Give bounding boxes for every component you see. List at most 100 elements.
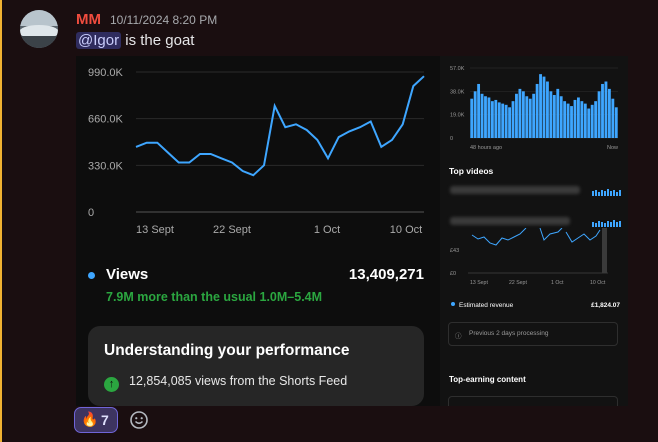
revenue-line xyxy=(539,228,601,243)
bar xyxy=(566,103,570,138)
bar xyxy=(525,96,529,138)
avatar[interactable] xyxy=(20,10,58,48)
x-tick-label: 1 Oct xyxy=(551,280,564,286)
message-highlight-bar xyxy=(0,0,2,442)
bar xyxy=(535,83,539,138)
fire-icon: 🔥 xyxy=(81,411,99,427)
bar xyxy=(607,88,611,138)
bar xyxy=(563,101,567,138)
revenue-label: Estimated revenue xyxy=(459,302,514,309)
y-tick-label: 330.0K xyxy=(88,160,124,172)
info-icon: ⓘ xyxy=(455,333,462,340)
bar xyxy=(508,107,511,138)
bar xyxy=(594,101,598,138)
x-tick-label: Now xyxy=(607,145,618,151)
bar xyxy=(614,107,618,138)
performance-title: Understanding your performance xyxy=(104,342,350,359)
bar xyxy=(490,101,494,138)
chart-scrollbar xyxy=(602,228,607,273)
bar xyxy=(542,76,546,138)
x-tick-label: 1 Oct xyxy=(314,224,340,236)
bar xyxy=(611,98,615,138)
message-timestamp: 10/11/2024 8:20 PM xyxy=(110,13,218,27)
blurred-video-title xyxy=(450,186,580,194)
x-tick-label: 13 Sept xyxy=(470,280,488,286)
y-tick-label: £0 xyxy=(450,271,456,277)
message-content: @Igor is the goat xyxy=(76,32,194,49)
views-label: Views xyxy=(106,266,149,283)
top-video-sparkline xyxy=(592,220,621,227)
bar xyxy=(546,81,549,138)
bar xyxy=(532,93,536,138)
revenue-value: £1,824.07 xyxy=(591,302,620,309)
bar xyxy=(501,103,505,138)
bar xyxy=(570,106,573,138)
arrow-up-icon: ↑ xyxy=(104,377,119,392)
y-tick-label: £43 xyxy=(450,248,459,254)
bar xyxy=(487,97,491,138)
attached-image[interactable]: 990.0K 660.0K 330.0K 0 13 Sept 22 Sept 1 Oct 10… xyxy=(76,56,628,406)
bar xyxy=(480,93,484,138)
bar xyxy=(549,91,553,138)
y-tick-label: 38.0K xyxy=(450,89,465,95)
bar xyxy=(583,103,587,138)
add-reaction-icon[interactable] xyxy=(130,411,148,429)
processing-card: ⓘ Previous 2 days processing xyxy=(448,322,618,346)
x-tick-label: 48 hours ago xyxy=(470,145,502,151)
y-tick-label: 57.0K xyxy=(450,66,465,72)
bar xyxy=(484,96,487,138)
analytics-side-panel: 57.0K 38.0K 19.0K 0 48 hours ago Now Top vide… xyxy=(440,56,628,406)
bar xyxy=(590,104,594,138)
bar xyxy=(539,74,542,138)
y-tick-label: 19.0K xyxy=(450,113,465,119)
performance-card: Understanding your performance ↑ 12,854,0… xyxy=(88,326,424,406)
revenue-line-chart: £43 £0 13 Sept 22 Sept 1 Oct 10 Oct xyxy=(450,228,608,286)
x-tick-label: 10 Oct xyxy=(590,280,606,286)
bar xyxy=(473,91,477,138)
bar xyxy=(559,96,563,138)
views-value: 13,409,271 xyxy=(348,266,424,283)
bar xyxy=(552,95,556,138)
top-video-sparkline xyxy=(592,189,621,196)
bar xyxy=(528,98,532,138)
y-tick-label: 990.0K xyxy=(88,67,124,79)
shorts-feed-text: 12,854,085 views from the Shorts Feed xyxy=(129,374,348,388)
bar xyxy=(580,101,584,138)
bar xyxy=(494,99,498,138)
bar xyxy=(477,83,481,138)
views-line-chart: 990.0K 660.0K 330.0K 0 13 Sept 22 Sept 1 Oct 10… xyxy=(88,67,425,236)
bar xyxy=(577,97,580,138)
bar xyxy=(587,108,591,138)
x-tick-label: 22 Sept xyxy=(509,280,527,286)
bar xyxy=(470,98,474,138)
bar xyxy=(601,83,604,138)
realtime-bar-chart: 57.0K 38.0K 19.0K 0 48 hours ago Now xyxy=(450,66,618,151)
shorts-feed-item: ↑ 12,854,085 views from the Shorts Feed xyxy=(104,374,347,392)
y-tick-label: 0 xyxy=(450,136,453,142)
bar xyxy=(521,91,525,138)
user-mention[interactable]: @Igor xyxy=(76,32,122,49)
bar xyxy=(573,99,577,138)
processing-note: Previous 2 days processing xyxy=(469,330,549,337)
y-tick-label: 660.0K xyxy=(88,114,124,126)
author-name[interactable]: MM xyxy=(76,11,101,28)
x-tick-label: 10 Oct xyxy=(390,224,422,236)
x-tick-label: 22 Sept xyxy=(213,224,251,236)
y-tick-label: 0 xyxy=(88,207,94,219)
bar xyxy=(604,81,608,138)
reaction-count: 7 xyxy=(101,412,109,428)
bar xyxy=(556,88,560,138)
top-videos-label: Top videos xyxy=(449,166,494,176)
bar xyxy=(504,104,508,138)
revenue-line xyxy=(471,228,527,246)
reaction-fire[interactable]: 🔥 7 xyxy=(74,407,118,433)
bar xyxy=(597,91,601,138)
top-earning-label: Top-earning content xyxy=(449,375,526,384)
bar xyxy=(511,101,515,138)
blurred-video-title xyxy=(450,217,570,225)
views-legend-dot xyxy=(88,272,95,279)
analytics-main-panel: 990.0K 660.0K 330.0K 0 13 Sept 22 Sept 1 Oct 10… xyxy=(76,56,436,406)
revenue-legend-dot xyxy=(451,302,455,306)
avatar-image xyxy=(20,10,58,48)
views-comparison-note: 7.9M more than the usual 1.0M–5.4M xyxy=(106,290,323,304)
